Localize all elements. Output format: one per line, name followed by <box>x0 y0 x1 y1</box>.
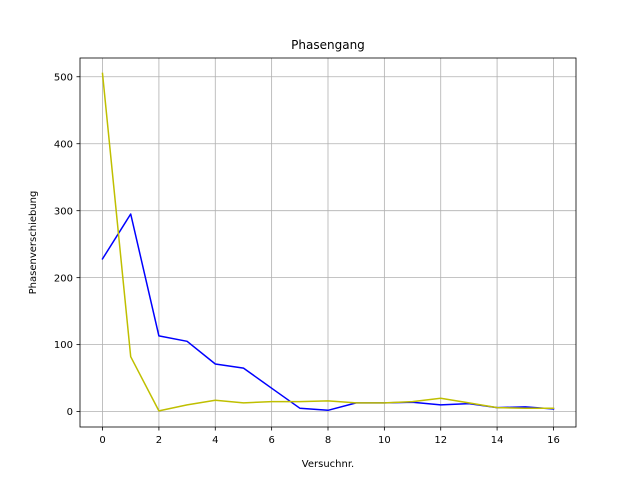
data-series <box>101 72 555 412</box>
x-tick-label: 14 <box>491 435 504 446</box>
y-axis-label: Phasenverschiebung <box>28 191 39 295</box>
y-tick-label: 400 <box>54 139 73 150</box>
x-tick-label: 12 <box>434 435 447 446</box>
x-tick-label: 4 <box>212 435 218 446</box>
gridlines <box>80 58 576 427</box>
x-axis-label: Versuchnr. <box>302 459 354 470</box>
x-tick-label: 16 <box>547 435 560 446</box>
y-axis-ticks: 0 100 200 300 400 500 <box>54 72 80 418</box>
x-tick-label: 0 <box>99 435 105 446</box>
x-tick-label: 8 <box>325 435 331 446</box>
chart-title: Phasengang <box>291 38 365 52</box>
y-tick-label: 200 <box>54 273 73 284</box>
x-axis-ticks: 0 2 4 6 8 10 12 14 16 <box>99 427 560 446</box>
y-tick-label: 300 <box>54 206 73 217</box>
x-tick-label: 2 <box>156 435 162 446</box>
y-tick-label: 0 <box>67 407 73 418</box>
x-tick-label: 6 <box>268 435 274 446</box>
series-line-2 <box>101 72 555 412</box>
y-tick-label: 500 <box>54 72 73 83</box>
x-tick-label: 10 <box>378 435 391 446</box>
y-tick-label: 100 <box>54 340 73 351</box>
